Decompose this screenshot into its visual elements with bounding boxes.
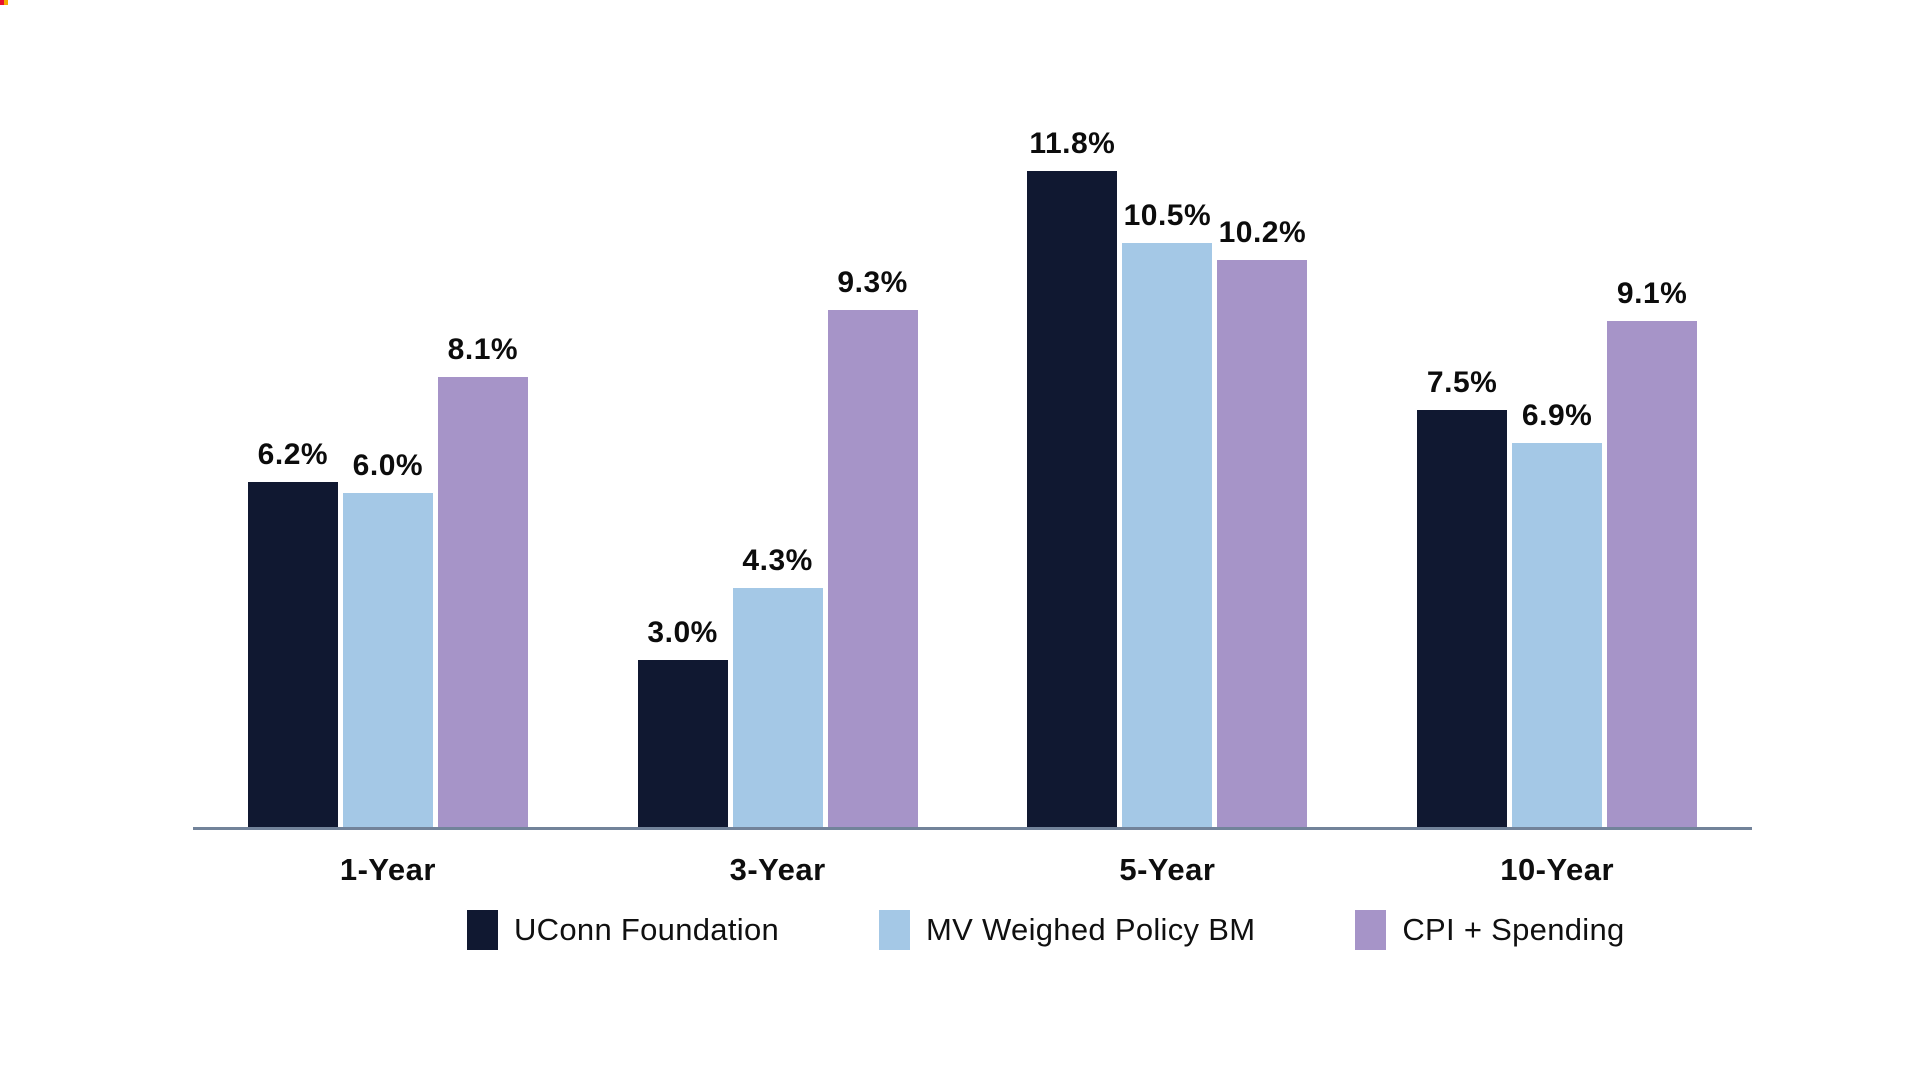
bar-cpi-spending-1-year (437, 377, 528, 827)
legend-label: CPI + Spending (1402, 912, 1625, 947)
bar-value-label: 7.5% (1426, 366, 1498, 399)
bar-wrap: 10.5% (1122, 199, 1213, 827)
artifact-red-pixel (0, 0, 4, 5)
bar-mv-weighed-policy-bm-5-year (1122, 243, 1213, 827)
bar-mv-weighed-policy-bm-10-year (1512, 443, 1603, 827)
bar-value-label: 9.1% (1616, 277, 1688, 310)
artifact-orange-pixel (4, 0, 8, 5)
x-axis-label-1-year: 1-Year (339, 852, 436, 887)
bar-uconn-foundation-3-year (637, 660, 728, 827)
legend-item-mv-weighed-policy-bm: MV Weighed Policy BM (879, 910, 1255, 950)
bar-value-label: 10.5% (1123, 199, 1212, 232)
bar-cpi-spending-10-year (1607, 321, 1698, 827)
bar-uconn-foundation-10-year (1417, 410, 1508, 827)
x-axis-line (193, 827, 1752, 830)
bar-group-10-year: 7.5% 6.9% 9.1% (1417, 277, 1698, 827)
bar-value-label: 6.0% (352, 449, 424, 482)
x-axis-label-10-year: 10-Year (1500, 852, 1615, 887)
x-axis-label-3-year: 3-Year (729, 852, 826, 887)
screen-corner-artifact (0, 0, 8, 5)
bar-wrap: 8.1% (437, 333, 528, 827)
bar-wrap: 9.3% (827, 266, 918, 827)
bar-group-5-year: 11.8% 10.5% 10.2% (1027, 127, 1308, 827)
bar-wrap: 4.3% (732, 544, 823, 827)
bar-wrap: 6.2% (247, 438, 338, 827)
bar-group-1-year: 6.2% 6.0% 8.1% (247, 333, 528, 827)
bar-value-label: 9.3% (837, 266, 908, 299)
bar-value-label: 6.2% (257, 438, 329, 471)
x-axis-label-5-year: 5-Year (1119, 852, 1216, 887)
bar-value-label: 11.8% (1029, 127, 1116, 160)
legend-swatch-icon (467, 910, 498, 950)
legend: UConn Foundation MV Weighed Policy BM CPI … (467, 910, 1752, 950)
bar-wrap: 9.1% (1607, 277, 1698, 827)
bar-wrap: 6.0% (342, 449, 433, 827)
bar-mv-weighed-policy-bm-3-year (732, 588, 823, 827)
legend-label: MV Weighed Policy BM (926, 912, 1256, 947)
bar-uconn-foundation-1-year (247, 482, 338, 827)
x-axis-labels: 1-Year 3-Year 5-Year 10-Year (193, 852, 1752, 888)
bar-wrap: 3.0% (637, 616, 728, 827)
bar-wrap: 11.8% (1027, 127, 1118, 827)
bar-wrap: 7.5% (1417, 366, 1508, 827)
bar-value-label: 4.3% (742, 544, 813, 577)
bar-value-label: 8.1% (447, 333, 519, 366)
bar-mv-weighed-policy-bm-1-year (342, 493, 433, 827)
bar-value-label: 6.9% (1521, 399, 1593, 432)
bar-wrap: 6.9% (1512, 399, 1603, 827)
bar-wrap: 10.2% (1217, 216, 1308, 827)
plot-area: 6.2% 6.0% 8.1% 3.0% 4.3% 9.3% 11.8% 10.5% 10.2% 7… (193, 0, 1752, 827)
bar-value-label: 10.2% (1218, 216, 1307, 249)
legend-label: UConn Foundation (514, 912, 780, 947)
bar-cpi-spending-5-year (1217, 260, 1308, 827)
bar-uconn-foundation-5-year (1027, 171, 1118, 827)
legend-swatch-icon (1355, 910, 1387, 950)
bar-cpi-spending-3-year (827, 310, 918, 827)
legend-item-uconn-foundation: UConn Foundation (467, 910, 779, 950)
bar-chart: 6.2% 6.0% 8.1% 3.0% 4.3% 9.3% 11.8% 10.5% 10.2% 7… (193, 0, 1752, 950)
bar-group-3-year: 3.0% 4.3% 9.3% (637, 266, 918, 827)
bar-value-label: 3.0% (647, 616, 718, 649)
legend-swatch-icon (879, 910, 911, 950)
legend-item-cpi-spending: CPI + Spending (1355, 910, 1624, 950)
